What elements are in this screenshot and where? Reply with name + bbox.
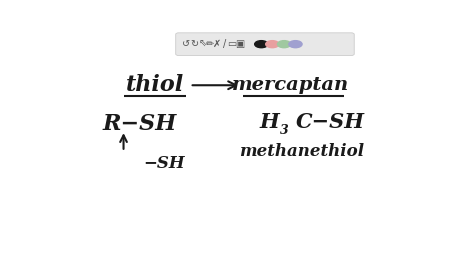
Circle shape (266, 41, 279, 48)
Circle shape (277, 41, 291, 48)
Text: C−SH: C−SH (296, 113, 365, 132)
Text: ↻: ↻ (191, 39, 199, 49)
Text: −SH: −SH (143, 155, 185, 172)
Text: mercaptan: mercaptan (232, 76, 349, 94)
Text: H: H (260, 113, 280, 132)
FancyBboxPatch shape (176, 33, 354, 56)
Text: 3: 3 (280, 124, 288, 137)
Text: R−SH: R−SH (103, 113, 177, 135)
Text: ↺: ↺ (182, 39, 190, 49)
Circle shape (289, 41, 302, 48)
Text: ✏: ✏ (206, 39, 214, 49)
Circle shape (255, 41, 268, 48)
Text: methanethiol: methanethiol (239, 143, 364, 160)
Text: ⇖: ⇖ (199, 39, 207, 49)
Text: ▭: ▭ (227, 39, 237, 49)
Text: /: / (223, 39, 226, 49)
Text: ✗: ✗ (213, 39, 221, 49)
Text: thiol: thiol (126, 74, 184, 96)
Text: ▣: ▣ (236, 39, 245, 49)
